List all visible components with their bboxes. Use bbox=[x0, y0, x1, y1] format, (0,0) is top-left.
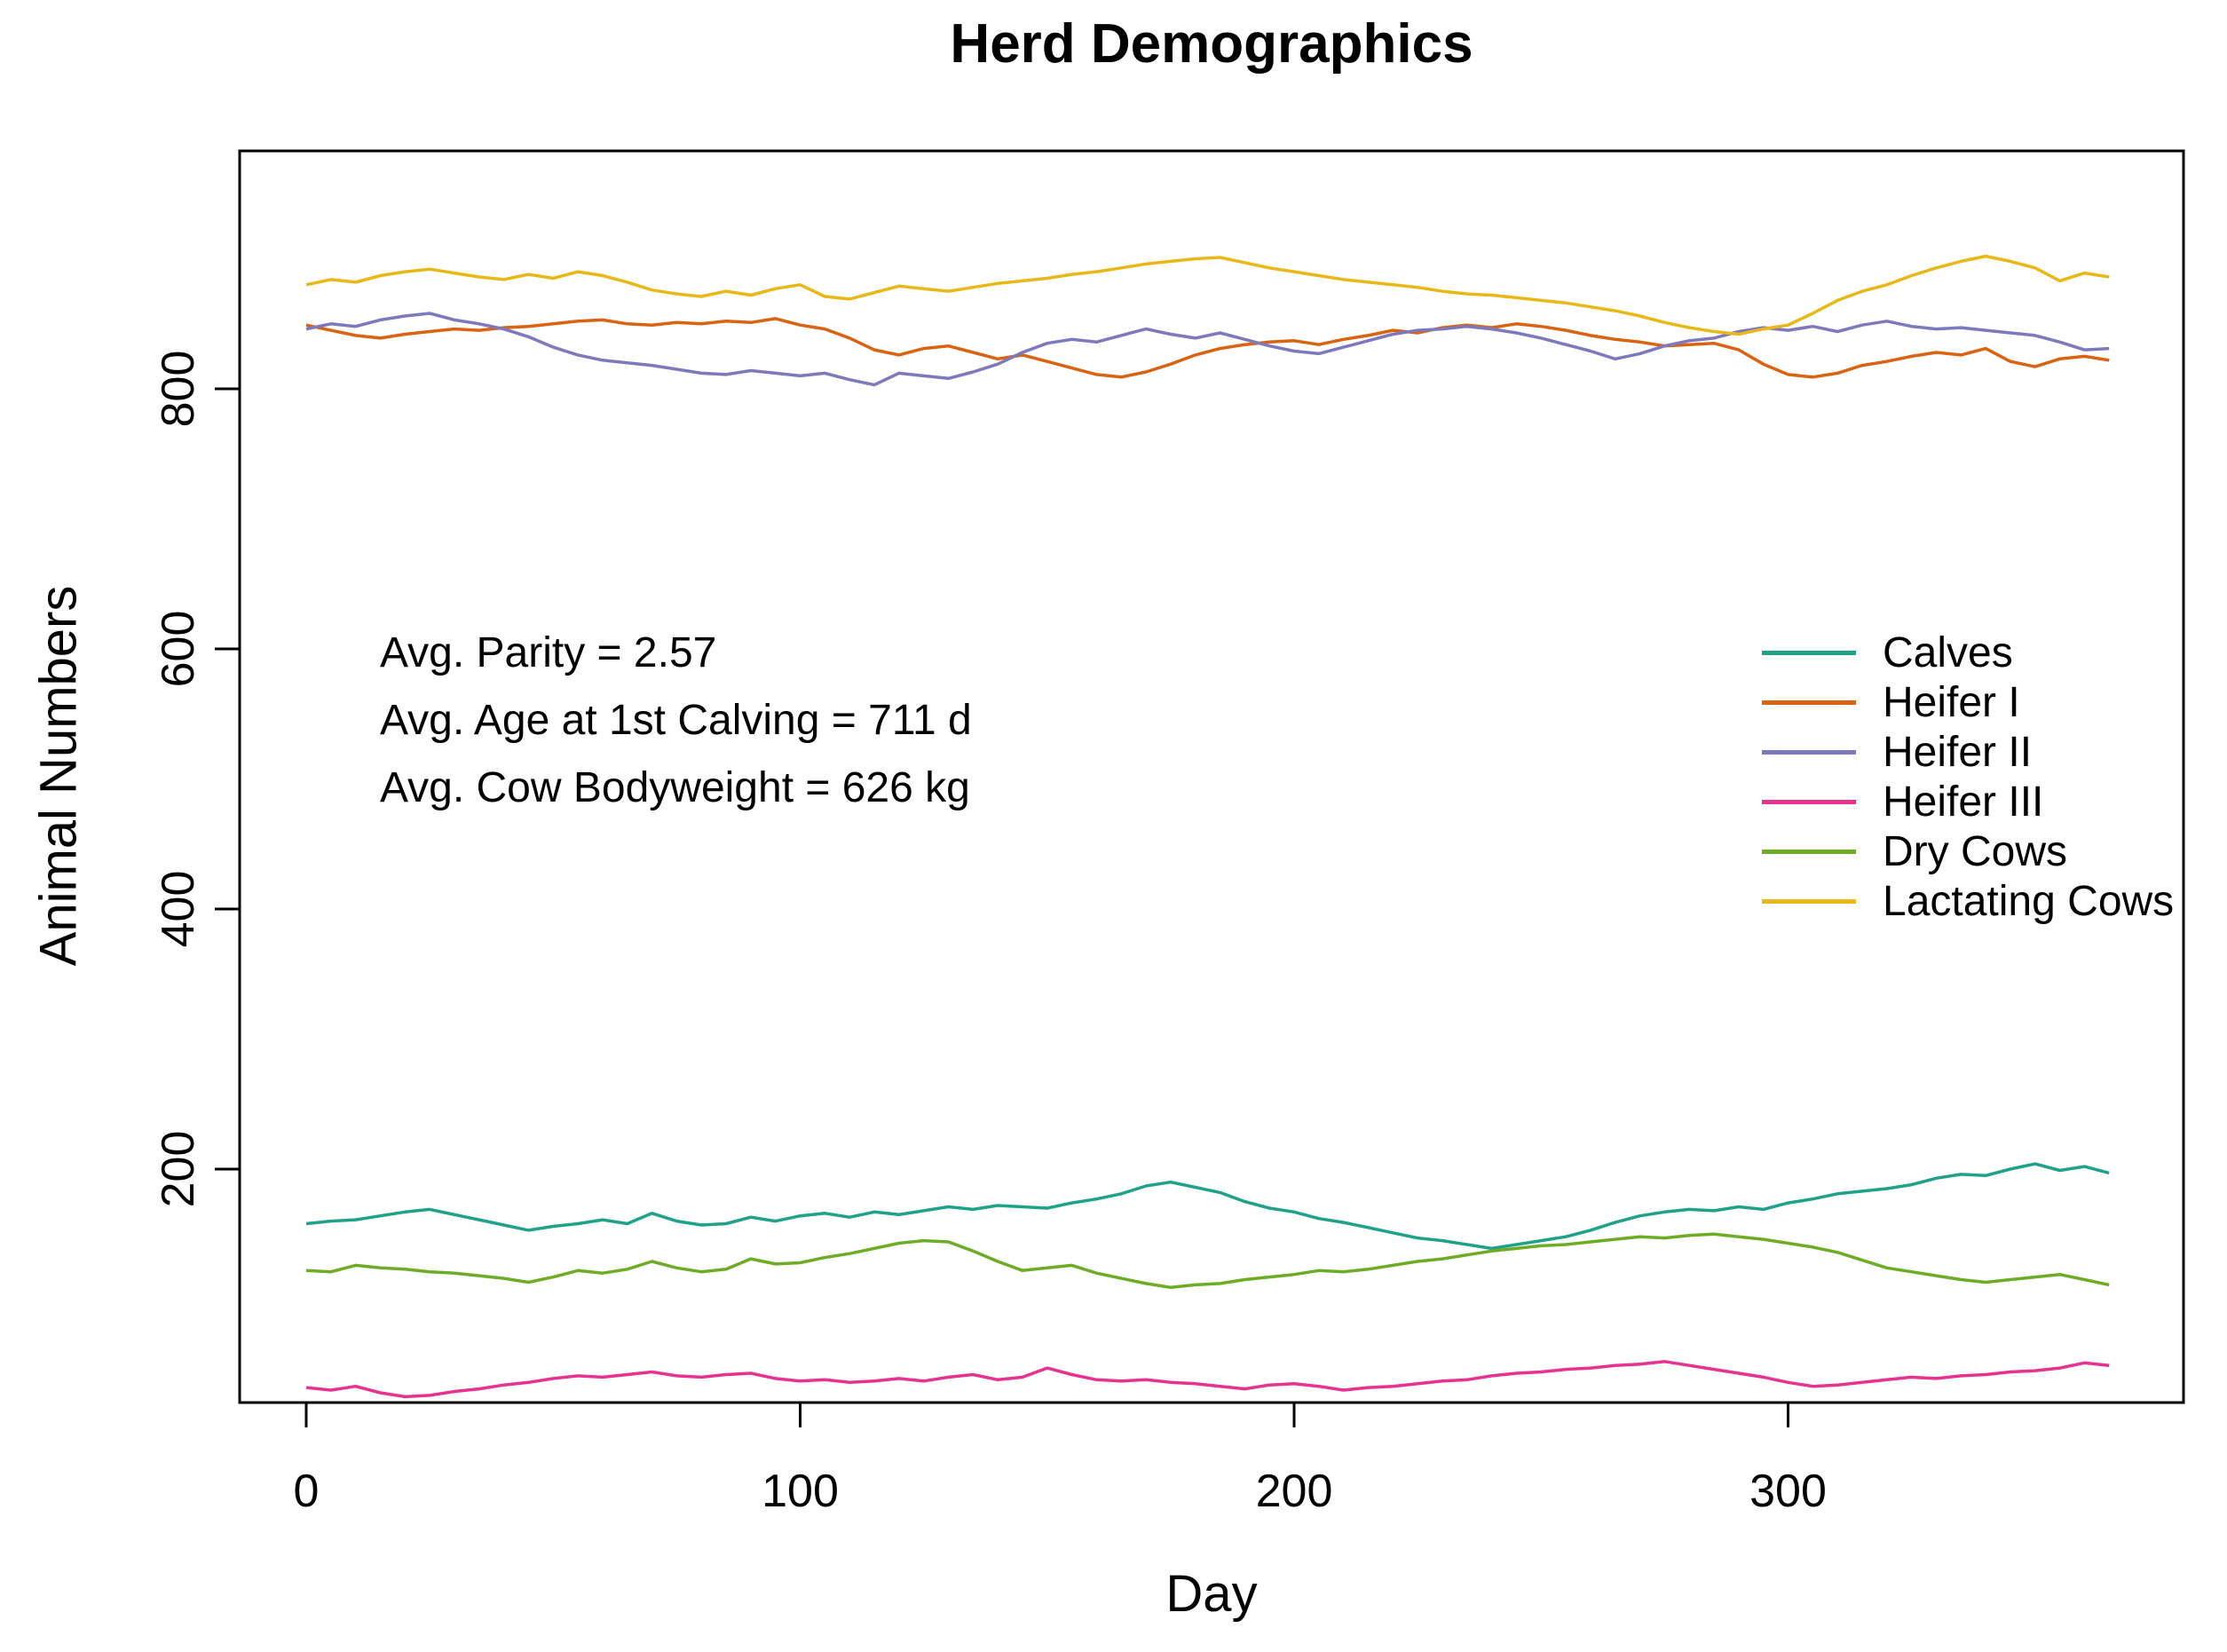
legend-item: Heifer III bbox=[1762, 777, 2174, 826]
x-tick-label: 200 bbox=[1256, 1466, 1333, 1517]
legend-item: Calves bbox=[1762, 628, 2174, 677]
legend-label: Calves bbox=[1883, 628, 2013, 676]
legend-line-swatch bbox=[1762, 700, 1856, 705]
series-line-heifer-i bbox=[305, 317, 2110, 379]
series-line-heifer-iii bbox=[305, 1360, 2110, 1399]
series-line-heifer-ii bbox=[305, 312, 2110, 387]
legend-line-swatch bbox=[1762, 849, 1856, 854]
legend-label: Lactating Cows bbox=[1883, 877, 2175, 925]
legend-label: Dry Cows bbox=[1883, 827, 2068, 875]
legend-item: Heifer II bbox=[1762, 727, 2174, 777]
chart-title: Herd Demographics bbox=[950, 13, 1473, 75]
y-tick-label: 200 bbox=[153, 1131, 204, 1208]
annotation-line: Avg. Cow Bodyweight = 626 kg bbox=[380, 764, 970, 811]
x-tick-label: 100 bbox=[762, 1466, 839, 1517]
annotation-line: Avg. Age at 1st Calving = 711 d bbox=[380, 697, 972, 744]
legend-label: Heifer I bbox=[1883, 678, 2020, 726]
annotation-line: Avg. Parity = 2.57 bbox=[380, 629, 717, 676]
legend-item: Heifer I bbox=[1762, 677, 2174, 727]
annotation-block: Avg. Parity = 2.57 Avg. Age at 1st Calvin… bbox=[380, 620, 972, 822]
plot-box bbox=[238, 149, 2185, 1404]
x-tick-label: 300 bbox=[1749, 1466, 1827, 1517]
legend-line-swatch bbox=[1762, 749, 1856, 755]
x-tick-label: 0 bbox=[294, 1466, 320, 1517]
y-tick-label: 800 bbox=[153, 351, 204, 428]
legend-label: Heifer II bbox=[1883, 728, 2033, 776]
y-tick-label: 400 bbox=[153, 871, 204, 948]
legend-item: Dry Cows bbox=[1762, 826, 2174, 876]
legend-line-swatch bbox=[1762, 650, 1856, 655]
y-tick-label: 600 bbox=[153, 611, 204, 688]
legend-line-swatch bbox=[1762, 898, 1856, 904]
legend-line-swatch bbox=[1762, 799, 1856, 804]
legend: Calves Heifer I Heifer II Heifer III Dry Cow… bbox=[1762, 628, 2174, 926]
legend-label: Heifer III bbox=[1883, 778, 2044, 826]
x-axis-title: Day bbox=[1165, 1565, 1258, 1623]
legend-item: Lactating Cows bbox=[1762, 876, 2174, 926]
series-line-dry-cows bbox=[305, 1232, 2110, 1290]
y-axis-title: Animal Numbers bbox=[29, 585, 88, 967]
series-line-lactating-cows bbox=[305, 254, 2110, 336]
series-line-calves bbox=[305, 1162, 2110, 1251]
